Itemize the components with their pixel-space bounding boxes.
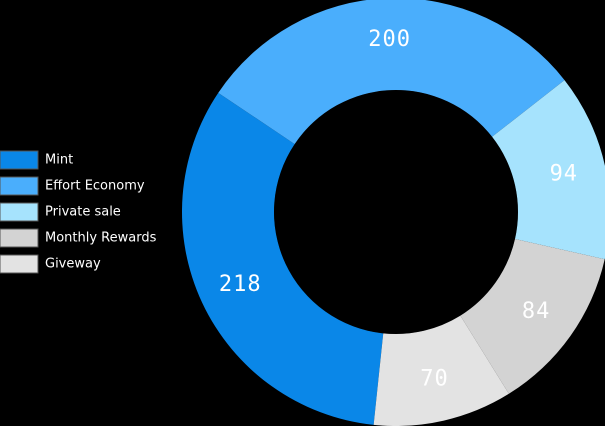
legend-item-mint[interactable]: Mint	[0, 150, 73, 170]
legend-label: Giveway	[45, 257, 101, 272]
slice-mint[interactable]	[181, 92, 384, 425]
legend-label: Monthly Rewards	[45, 231, 157, 246]
legend-label: Effort Economy	[45, 179, 145, 194]
donut-slices	[181, 0, 605, 426]
slice-value-effort-economy: 200	[368, 27, 411, 52]
slice-value-private-sale: 94	[550, 161, 579, 186]
legend-swatch	[0, 202, 39, 222]
hole-center	[280, 96, 512, 328]
legend-item-effort-economy[interactable]: Effort Economy	[0, 176, 145, 196]
legend-label: Mint	[45, 153, 73, 168]
slice-effort-economy[interactable]	[218, 0, 565, 145]
slice-value-giveway: 70	[420, 367, 449, 392]
legend-swatch	[0, 150, 39, 170]
donut-hole	[274, 90, 518, 334]
legend-swatch	[0, 228, 39, 248]
slice-labels: 218 200 94 84 70	[219, 27, 579, 392]
slice-value-mint: 218	[219, 272, 262, 297]
legend-item-giveway[interactable]: Giveway	[0, 254, 101, 274]
legend-swatch	[0, 254, 39, 274]
legend: Mint Effort Economy Private sale Monthly Re…	[0, 150, 157, 274]
slice-value-monthly-rewards: 84	[522, 299, 551, 324]
slice-giveway[interactable]	[373, 315, 509, 426]
legend-item-monthly-rewards[interactable]: Monthly Rewards	[0, 228, 157, 248]
slice-private-sale[interactable]	[492, 80, 605, 260]
legend-swatch	[0, 176, 39, 196]
slice-monthly-rewards[interactable]	[460, 238, 605, 394]
legend-item-private-sale[interactable]: Private sale	[0, 202, 121, 222]
legend-label: Private sale	[45, 205, 121, 220]
